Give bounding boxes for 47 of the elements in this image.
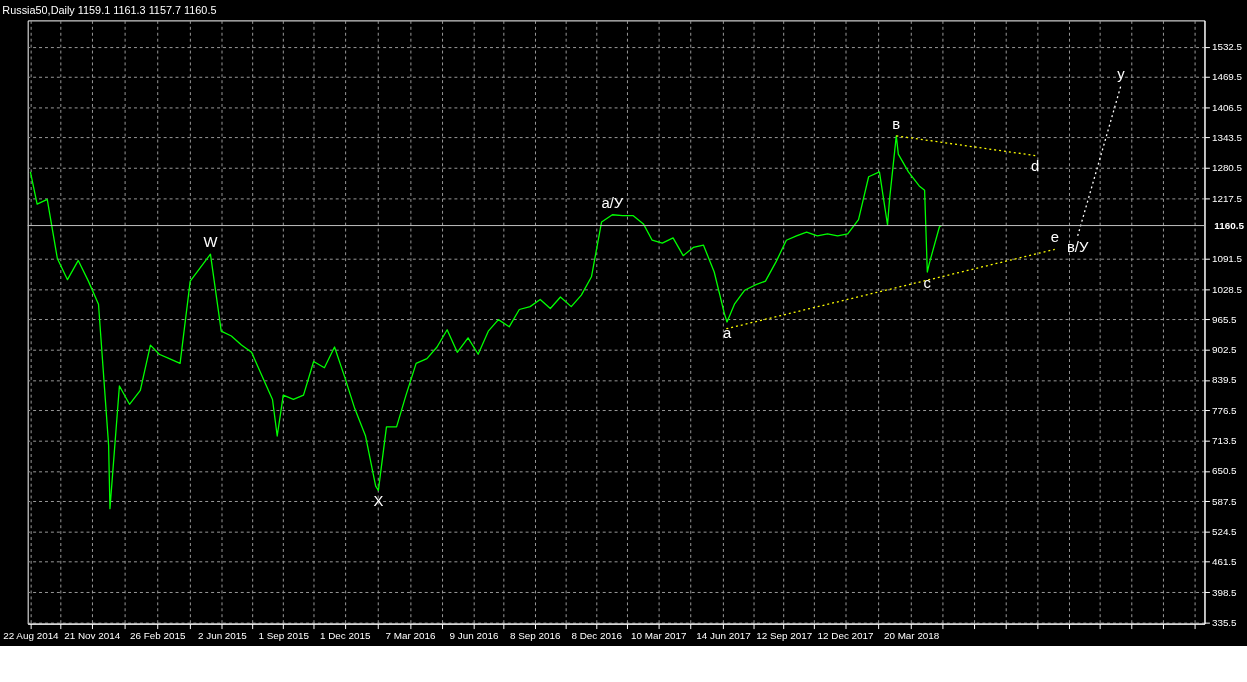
line-series (29, 135, 943, 510)
x-tick-label: 10 Mar 2017 (631, 629, 687, 641)
y-tick-label: 650.5 (1211, 465, 1238, 477)
y-tick-label: 965.5 (1211, 313, 1238, 325)
x-tick-label: 22 Aug 2014 (3, 629, 60, 641)
y-tick-label: 713.5 (1211, 435, 1238, 447)
y-tick-label: 1406.5 (1211, 101, 1243, 113)
x-tick-label: 8 Sep 2016 (510, 629, 562, 641)
y-tick-label: 587.5 (1211, 495, 1238, 507)
y-tick-label: 398.5 (1211, 586, 1238, 598)
ref-line-label: 1160.5 (1214, 219, 1245, 231)
y-tick-label: 1217.5 (1211, 192, 1243, 204)
annotation: в (892, 115, 901, 132)
y-tick-label: 1532.5 (1211, 41, 1243, 53)
annotation: у (1117, 65, 1126, 82)
x-tick-label: 1 Dec 2015 (319, 629, 371, 641)
x-tick-label: 1 Sep 2015 (258, 629, 310, 641)
y-tick-label: 902.5 (1211, 344, 1238, 356)
x-tick-label: 14 Jun 2017 (696, 629, 751, 641)
y-tick-label: 524.5 (1211, 525, 1238, 537)
x-tick-label: 21 Nov 2014 (64, 629, 121, 641)
y-tick-label: 1091.5 (1211, 253, 1243, 265)
x-tick-label: 26 Feb 2015 (129, 629, 186, 641)
y-tick-label: 335.5 (1211, 616, 1238, 628)
x-tick-label: 12 Dec 2017 (817, 629, 874, 641)
x-tick-label: 2 Jun 2015 (197, 629, 248, 641)
y-tick-label: 839.5 (1211, 374, 1238, 386)
annotation: a (722, 324, 732, 341)
annotation: a/У (601, 194, 624, 211)
annotation: d (1031, 158, 1040, 175)
chart-title: Russia50,Daily 1159.1 1161.3 1157.7 1160.5 (2, 4, 217, 17)
annotation: в/У (1066, 238, 1089, 255)
x-tick-label: 20 Mar 2018 (883, 629, 940, 641)
annotation: X (373, 493, 384, 510)
y-tick-label: 461.5 (1211, 556, 1238, 568)
y-tick-label: 1343.5 (1211, 131, 1243, 143)
y-tick-label: 1028.5 (1211, 283, 1243, 295)
y-tick-label: 1469.5 (1211, 71, 1243, 83)
annotation: c (923, 274, 932, 291)
annotation: W (203, 234, 218, 251)
y-tick-label: 776.5 (1211, 404, 1238, 416)
x-tick-label: 12 Sep 2017 (756, 629, 813, 641)
x-tick-label: 8 Dec 2016 (571, 629, 623, 641)
x-tick-label: 9 Jun 2016 (449, 629, 499, 641)
y-tick-label: 1280.5 (1211, 162, 1243, 174)
x-tick-label: 7 Mar 2016 (385, 629, 437, 641)
annotation: e (1050, 229, 1059, 246)
